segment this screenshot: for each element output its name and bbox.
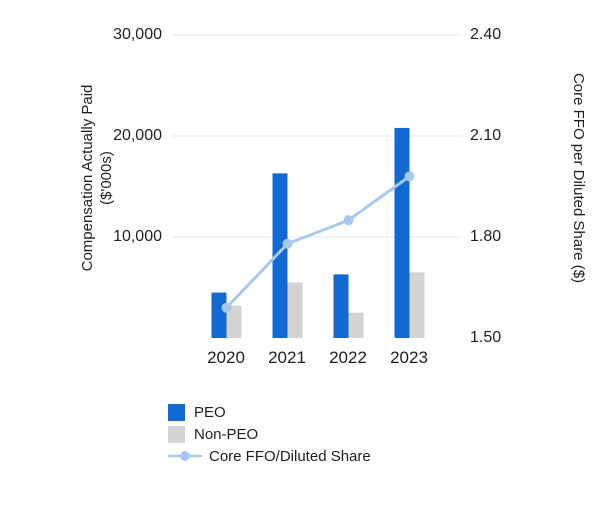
left-axis-title-line1: Compensation Actually Paid: [79, 84, 96, 272]
left-axis-tick: 30,000: [113, 26, 162, 43]
x-axis-label: 2022: [329, 348, 367, 367]
legend-item-nonpeo: Non-PEO: [168, 423, 371, 445]
legend-label-peo: PEO: [194, 403, 226, 421]
legend-label-line: Core FFO/Diluted Share: [209, 447, 371, 465]
right-axis-tick: 2.40: [470, 26, 502, 43]
left-axis-title: Compensation Actually Paid ($'000s): [78, 18, 118, 338]
right-axis-tick: 1.80: [470, 228, 502, 245]
peo-swatch: [168, 403, 185, 421]
legend: PEO Non-PEO Core FFO/Diluted Share: [168, 401, 371, 467]
legend-item-peo: PEO: [168, 401, 371, 423]
x-axis-label: 2023: [390, 348, 428, 367]
x-axis-label: 2021: [268, 348, 306, 367]
right-axis-tick: 1.50: [470, 329, 502, 346]
legend-item-line: Core FFO/Diluted Share: [168, 445, 371, 467]
line-series-sample-icon: [168, 451, 202, 461]
left-axis-tick: 20,000: [113, 127, 162, 144]
legend-label-nonpeo: Non-PEO: [194, 425, 259, 443]
right-axis-tick: 2.10: [470, 127, 502, 144]
x-axis-label: 2020: [207, 348, 245, 367]
right-axis-title: Core FFO per Diluted Share ($): [570, 72, 587, 284]
left-axis-tick: 10,000: [113, 228, 162, 245]
nonpeo-swatch: [168, 425, 185, 443]
left-axis-title-line2: ($'000s): [98, 151, 115, 205]
